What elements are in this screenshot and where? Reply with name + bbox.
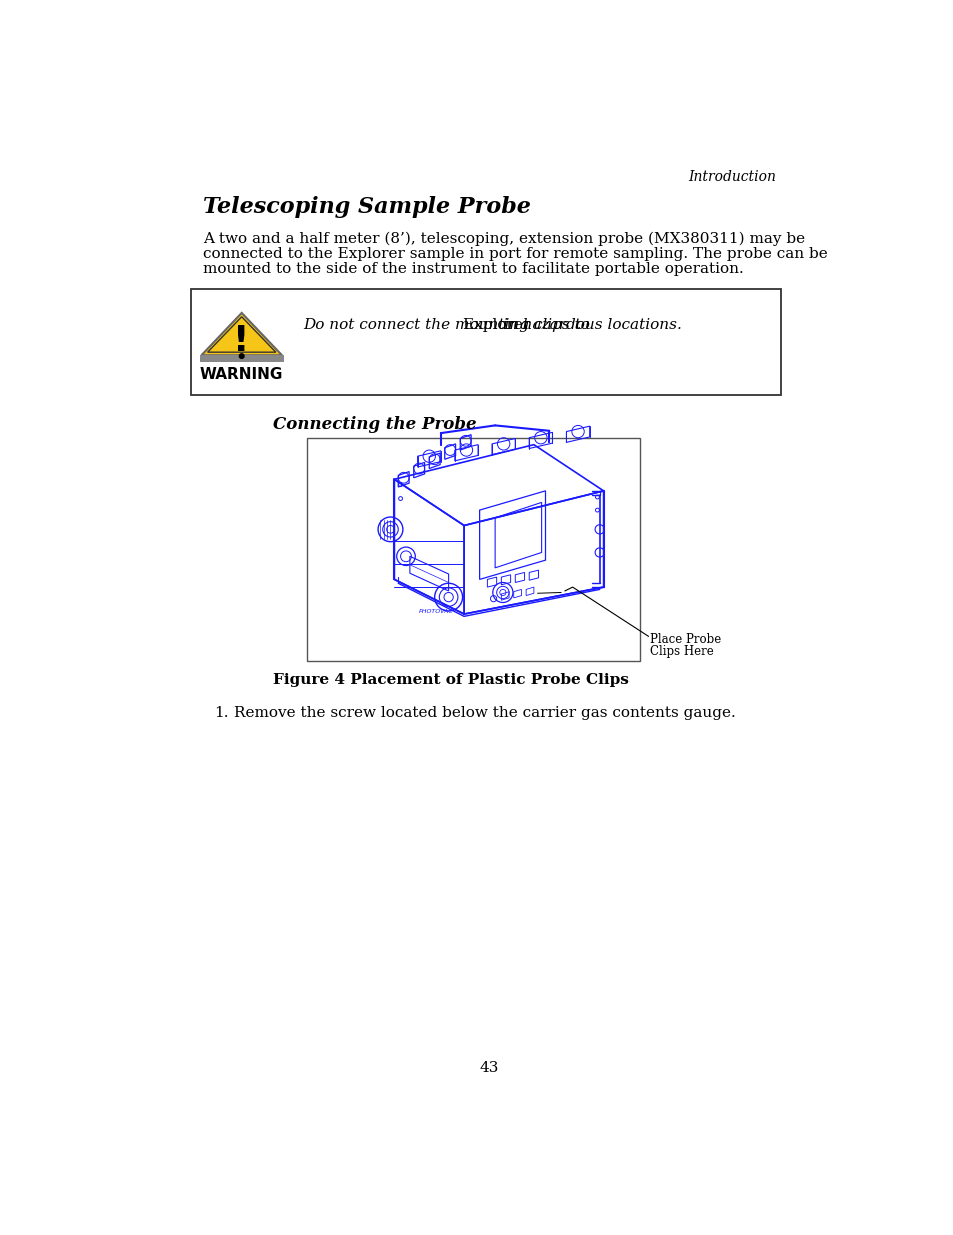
Text: 1.: 1. <box>213 705 228 720</box>
Text: A two and a half meter (8’), telescoping, extension probe (MX380311) may be: A two and a half meter (8’), telescoping… <box>203 231 804 246</box>
Polygon shape <box>201 312 282 356</box>
Text: 43: 43 <box>478 1061 498 1074</box>
Text: Remove the screw located below the carrier gas contents gauge.: Remove the screw located below the carri… <box>233 705 735 720</box>
Circle shape <box>239 353 244 358</box>
Text: Figure 4 Placement of Plastic Probe Clips: Figure 4 Placement of Plastic Probe Clip… <box>273 673 628 688</box>
Polygon shape <box>199 356 283 362</box>
Text: Place Probe: Place Probe <box>649 634 720 646</box>
Text: in hazardous locations.: in hazardous locations. <box>503 317 681 332</box>
Text: connected to the Explorer sample in port for remote sampling. The probe can be: connected to the Explorer sample in port… <box>203 247 827 261</box>
Text: Connecting the Probe: Connecting the Probe <box>273 416 476 433</box>
FancyBboxPatch shape <box>191 289 781 395</box>
Text: mounted to the side of the instrument to facilitate portable operation.: mounted to the side of the instrument to… <box>203 262 743 277</box>
Text: Telescoping Sample Probe: Telescoping Sample Probe <box>203 196 530 217</box>
Text: Clips Here: Clips Here <box>649 645 713 658</box>
Text: Explorer: Explorer <box>462 317 535 332</box>
Text: WARNING: WARNING <box>200 367 283 382</box>
Text: !: ! <box>233 325 250 358</box>
FancyBboxPatch shape <box>307 437 639 661</box>
Text: Do not connect the mounting clips to: Do not connect the mounting clips to <box>303 317 595 332</box>
Text: PHOTOVAC: PHOTOVAC <box>418 609 454 615</box>
Text: Introduction: Introduction <box>688 169 776 184</box>
